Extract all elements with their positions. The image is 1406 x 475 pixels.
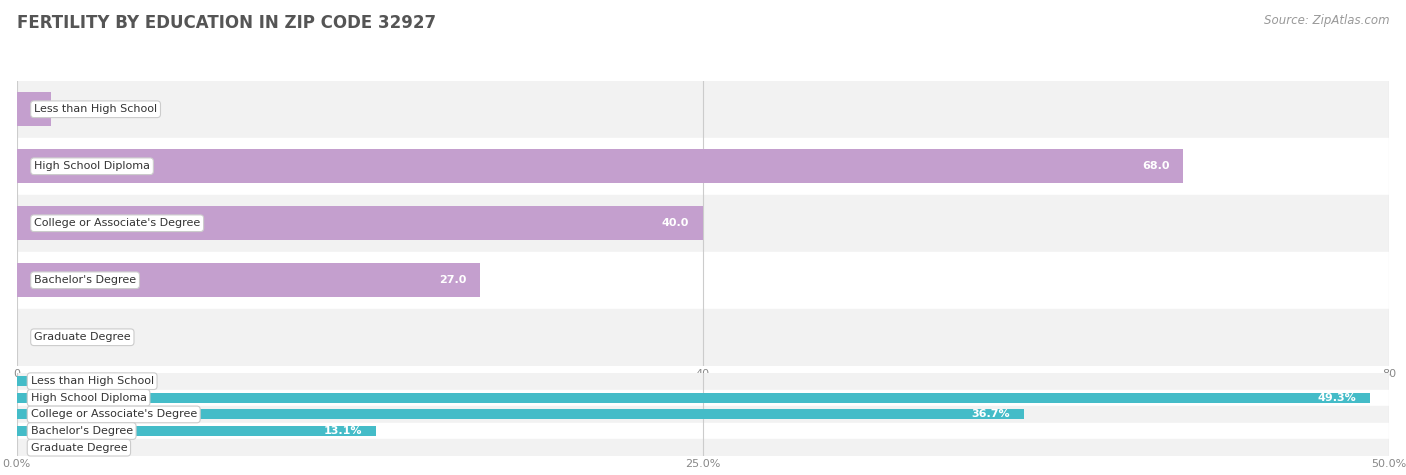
- Bar: [17, 149, 1184, 183]
- Bar: [17, 439, 1389, 456]
- Bar: [17, 423, 1389, 439]
- Text: 36.7%: 36.7%: [972, 409, 1011, 419]
- Text: College or Associate's Degree: College or Associate's Degree: [31, 409, 197, 419]
- Text: 0.9%: 0.9%: [55, 376, 84, 386]
- Bar: [17, 393, 1369, 403]
- Text: Less than High School: Less than High School: [31, 376, 153, 386]
- Bar: [17, 373, 1389, 389]
- Bar: [17, 376, 42, 386]
- Text: High School Diploma: High School Diploma: [31, 393, 146, 403]
- Text: 2.0: 2.0: [65, 104, 83, 114]
- Bar: [17, 309, 1389, 366]
- Bar: [17, 390, 1389, 406]
- Text: 13.1%: 13.1%: [325, 426, 363, 436]
- Text: Source: ZipAtlas.com: Source: ZipAtlas.com: [1264, 14, 1389, 27]
- Text: 68.0: 68.0: [1142, 161, 1170, 171]
- Text: 0.0%: 0.0%: [31, 443, 59, 453]
- Text: Graduate Degree: Graduate Degree: [31, 443, 127, 453]
- Text: 40.0: 40.0: [662, 218, 689, 228]
- Bar: [17, 406, 1389, 423]
- Bar: [17, 206, 703, 240]
- Bar: [17, 252, 1389, 309]
- Text: College or Associate's Degree: College or Associate's Degree: [34, 218, 200, 228]
- Bar: [17, 138, 1389, 195]
- Text: High School Diploma: High School Diploma: [34, 161, 150, 171]
- Text: Graduate Degree: Graduate Degree: [34, 332, 131, 342]
- Text: Bachelor's Degree: Bachelor's Degree: [34, 275, 136, 285]
- Text: Bachelor's Degree: Bachelor's Degree: [31, 426, 132, 436]
- Text: FERTILITY BY EDUCATION IN ZIP CODE 32927: FERTILITY BY EDUCATION IN ZIP CODE 32927: [17, 14, 436, 32]
- Text: Less than High School: Less than High School: [34, 104, 157, 114]
- Text: 0.0: 0.0: [31, 332, 48, 342]
- Bar: [17, 409, 1024, 419]
- Bar: [17, 81, 1389, 138]
- Text: 27.0: 27.0: [439, 275, 467, 285]
- Bar: [17, 263, 479, 297]
- Bar: [17, 195, 1389, 252]
- Bar: [17, 426, 377, 436]
- Bar: [17, 92, 51, 126]
- Text: 49.3%: 49.3%: [1317, 393, 1357, 403]
